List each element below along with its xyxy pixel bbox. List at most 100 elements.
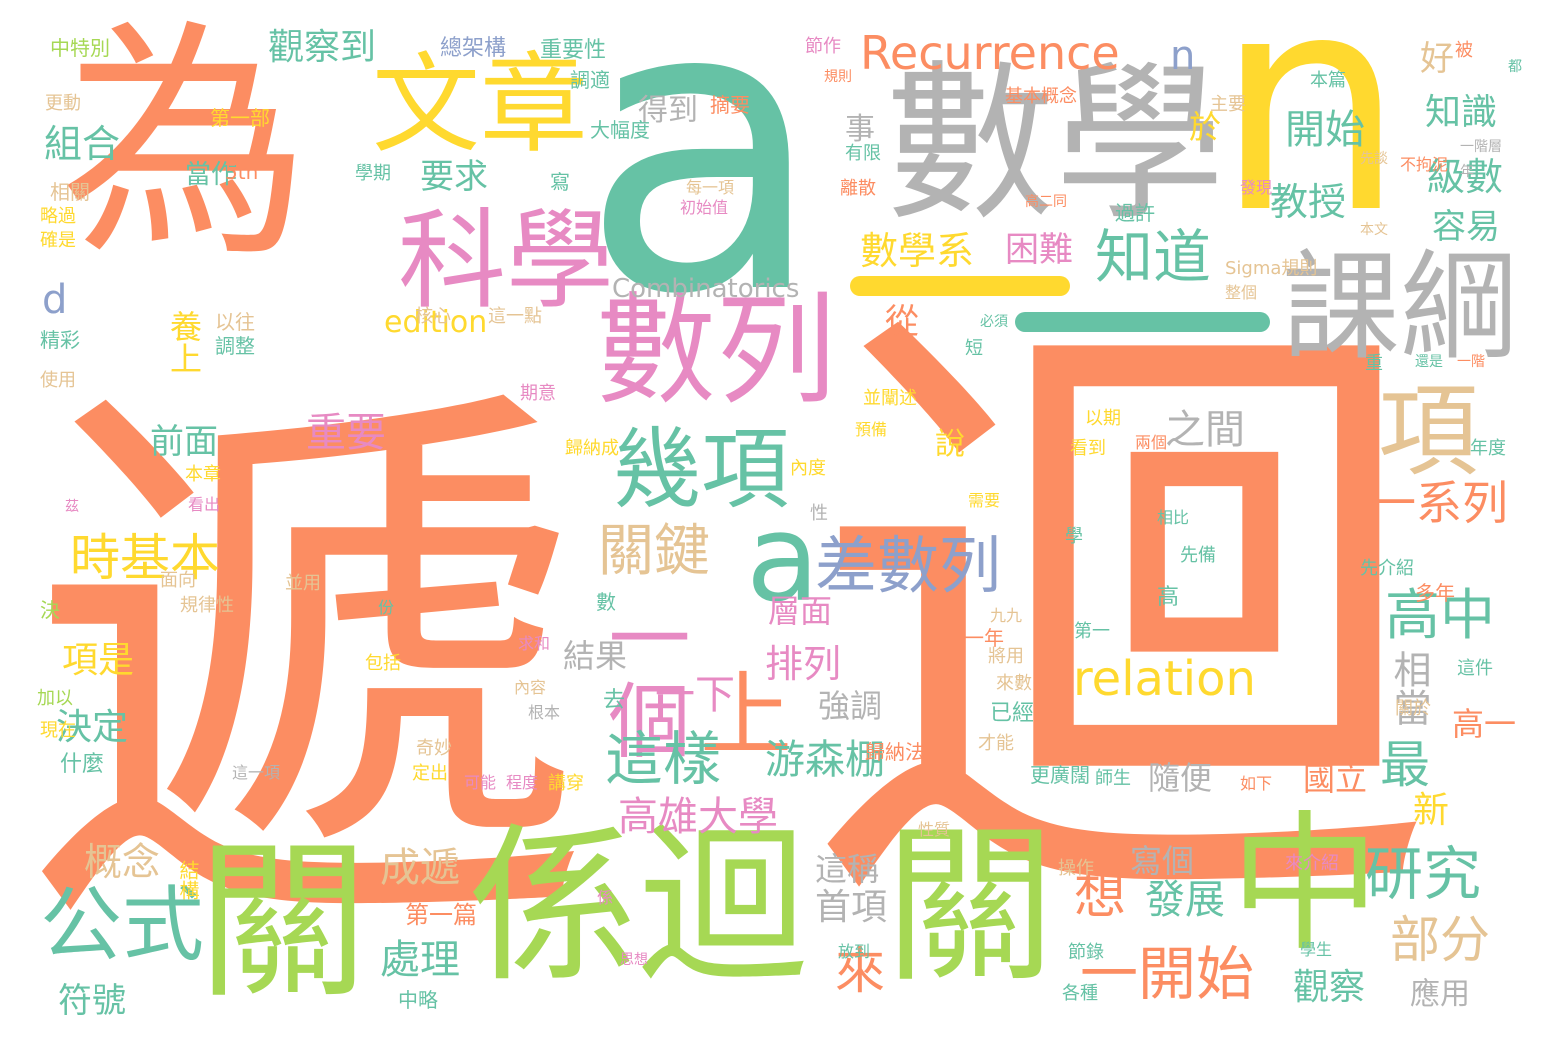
cloud-word-152-4f866578: 來數 — [996, 673, 1032, 694]
cloud-word-54-65596388: 教授 — [1270, 180, 1347, 224]
cloud-word-27-56f096e3: 困難 — [1005, 230, 1073, 270]
cloud-word-99-4e3b8981: 主要 — [1210, 94, 1246, 115]
cloud-word-20-recurrence: Recurrence — [860, 26, 1120, 80]
cloud-word-64-9805662f: 項是 — [62, 640, 135, 681]
cloud-word-143-64cd4f5c: 操作 — [1058, 858, 1094, 879]
cloud-word-158-5e745ea6: 年度 — [1470, 438, 1506, 459]
cloud-word-186-4e0d62d86ce5: 不拘泥 — [1400, 155, 1449, 174]
cloud-word-84-90197a31: 這稱 — [815, 850, 880, 888]
cloud-word-13-65785217: 數列 — [596, 282, 836, 421]
cloud-word-102-76f895dc: 相關 — [50, 180, 90, 204]
cloud-word-172-76f86bd4: 相比 — [1157, 508, 1190, 527]
cloud-word-14-9805: 項 — [1378, 373, 1478, 490]
cloud-word-19-4e0a: 上 — [700, 662, 793, 769]
cloud-word-178-5fc59808: 必須 — [980, 314, 1008, 330]
cloud-word-163-4e2695e18ff0: 並闡述 — [863, 388, 917, 409]
cloud-word-5-65785b78: 數學 — [885, 46, 1226, 244]
cloud-word-156-591a5e74: 多年 — [1415, 581, 1455, 605]
cloud-word-112-671f610f: 期意 — [520, 383, 556, 404]
cloud-word-71-76f87576: 相當 — [1387, 650, 1431, 726]
cloud-word-107-4f7f7528: 使用 — [40, 370, 76, 391]
cloud-word-83-5c649762: 層面 — [768, 592, 833, 630]
cloud-word-175-9084662f: 還是 — [1415, 354, 1443, 370]
cloud-word-9-4e2d: 中 — [1230, 798, 1381, 972]
cloud-word-164-97008981: 需要 — [968, 491, 1001, 510]
cloud-word-22-597d: 好 — [1420, 39, 1454, 79]
cloud-word-182-6bcf4e009805: 每一項 — [686, 178, 735, 197]
cloud-word-119-4efd: 份 — [378, 598, 395, 617]
cloud-word-94-96e26563: 離散 — [840, 178, 876, 199]
cloud-word-91-7b2c4e0090e8: 第一部 — [210, 106, 270, 130]
cloud-word-117-898f5f8b6027: 規律性 — [180, 595, 234, 616]
cloud-word-103-66f452d5: 更動 — [45, 93, 81, 114]
cloud-word-191-6c7a: 決 — [40, 598, 60, 622]
cloud-word-50-958b59cb: 開始 — [1285, 107, 1365, 153]
cloud-word-79-61c97528: 應用 — [1410, 977, 1470, 1012]
cloud-word-180-767c73fe: 發現 — [1240, 178, 1273, 197]
cloud-word-147-59824e0b: 如下 — [1240, 774, 1273, 793]
cloud-word-128-8b1b7a7f: 講穿 — [548, 773, 584, 794]
cloud-word-183-9ad84e8c540c: 高二同 — [1025, 194, 1067, 210]
cloud-word-87-5beb: 寫 — [550, 170, 570, 194]
cloud-word-18-4e00500b: 一個 — [594, 596, 689, 760]
cloud-word-90-5th: 5th — [225, 160, 259, 184]
cloud-word-151-5df27d93: 已經 — [990, 701, 1035, 726]
cloud-word-1-8ff4: 迴 — [812, 263, 1432, 984]
cloud-word-3-n: n — [1215, 0, 1406, 279]
cloud-word-34-90196a23: 這樣 — [605, 725, 722, 793]
cloud-word-82-8aaa: 說 — [935, 427, 965, 462]
cloud-word-100-67099650: 有限 — [845, 143, 881, 164]
cloud-word-170-9ad8: 高 — [1157, 585, 1180, 610]
cloud-word-167-4e005e74: 一年 — [964, 626, 1004, 650]
cloud-word-157-51484ecb7d39: 先介紹 — [1360, 558, 1414, 579]
cloud-word-142-5b78751f: 學生 — [1300, 940, 1333, 959]
cloud-word-161-4ee5671f: 以期 — [1085, 408, 1121, 429]
cloud-word-169-7b2c4e00: 第一 — [1074, 621, 1110, 642]
cloud-word-57-edition: edition — [384, 305, 488, 340]
cloud-word-189-4e00968e: 一階 — [1457, 354, 1485, 370]
cloud-word-159-5169500b: 兩個 — [1135, 433, 1168, 452]
cloud-word-37-4e00958b59cb: 一開始 — [1080, 940, 1255, 1008]
cloud-word-25-77e59053: 知道 — [1095, 223, 1212, 291]
cloud-word-24-combinatorics: Combinatorics — [612, 274, 800, 304]
cloud-word-56-89816c42: 要求 — [420, 157, 488, 197]
cloud-word-28-516c5f0f: 公式 — [40, 878, 205, 973]
cloud-word-194-88ab: 被 — [1455, 40, 1473, 61]
cloud-word-187-5e74: 年 — [1460, 164, 1474, 180]
cloud-word-150-624d80fd: 才能 — [978, 733, 1014, 754]
cloud-word-136-4fc2: 係 — [597, 888, 614, 907]
cloud-word-33-90e85206: 部分 — [1390, 911, 1490, 969]
cloud-word-67-63925217: 排列 — [765, 642, 842, 686]
cloud-word-153-5c077528: 將用 — [988, 646, 1024, 667]
cloud-word-154-90194ef6: 這件 — [1457, 658, 1493, 679]
cloud-word-166-6027: 性 — [810, 503, 828, 524]
cloud-word-7-4fc28ff4: 係迴 — [468, 808, 809, 1006]
cloud-word-121-51675bb9: 內容 — [514, 678, 547, 697]
cloud-word-73-9ad84e00: 高一 — [1452, 705, 1517, 743]
cloud-word-127-7a0b5ea6: 程度 — [506, 773, 539, 792]
cloud-word-69-5f378abf: 強調 — [818, 687, 883, 725]
cloud-word-41-767c5c55: 發展 — [1145, 877, 1225, 923]
cloud-word-15-5e7e9805: 幾項 — [613, 418, 790, 521]
cloud-word-190-898f5247: 規則 — [824, 69, 852, 85]
cloud-word-141-7bc09304: 節錄 — [1068, 942, 1104, 963]
underline-bar-teal — [1015, 312, 1270, 332]
cloud-word-174-91cd: 重 — [1365, 353, 1383, 374]
cloud-word-46-91cd89816027: 重要性 — [540, 38, 607, 63]
cloud-word-53-7d445408: 組合 — [44, 122, 121, 166]
cloud-word-104-7565904e: 略過 — [40, 206, 76, 227]
cloud-word-78-89c05bdf: 觀察 — [1293, 967, 1366, 1008]
cloud-word-92-4e2d72795225: 中特別 — [50, 36, 110, 60]
cloud-word-40-60f3: 想 — [1074, 866, 1127, 926]
cloud-word-35-9ad896c459275b78: 高雄大學 — [618, 794, 778, 840]
cloud-word-76-96a84fbf: 隨便 — [1148, 759, 1213, 797]
underline-bar-yellow — [850, 276, 1070, 296]
cloud-word-61-5f9e: 從 — [885, 302, 919, 342]
cloud-word-70-7d50679c: 結果 — [563, 637, 628, 675]
cloud-word-140-54047a2e: 各種 — [1062, 983, 1098, 1004]
cloud-word-111-68385fc3: 核心 — [415, 306, 451, 327]
cloud-word-72-6700: 最 — [1380, 736, 1430, 794]
cloud-word-45-89c05bdf5230: 觀察到 — [268, 27, 377, 68]
cloud-word-118-4e267528: 並用 — [285, 573, 321, 594]
